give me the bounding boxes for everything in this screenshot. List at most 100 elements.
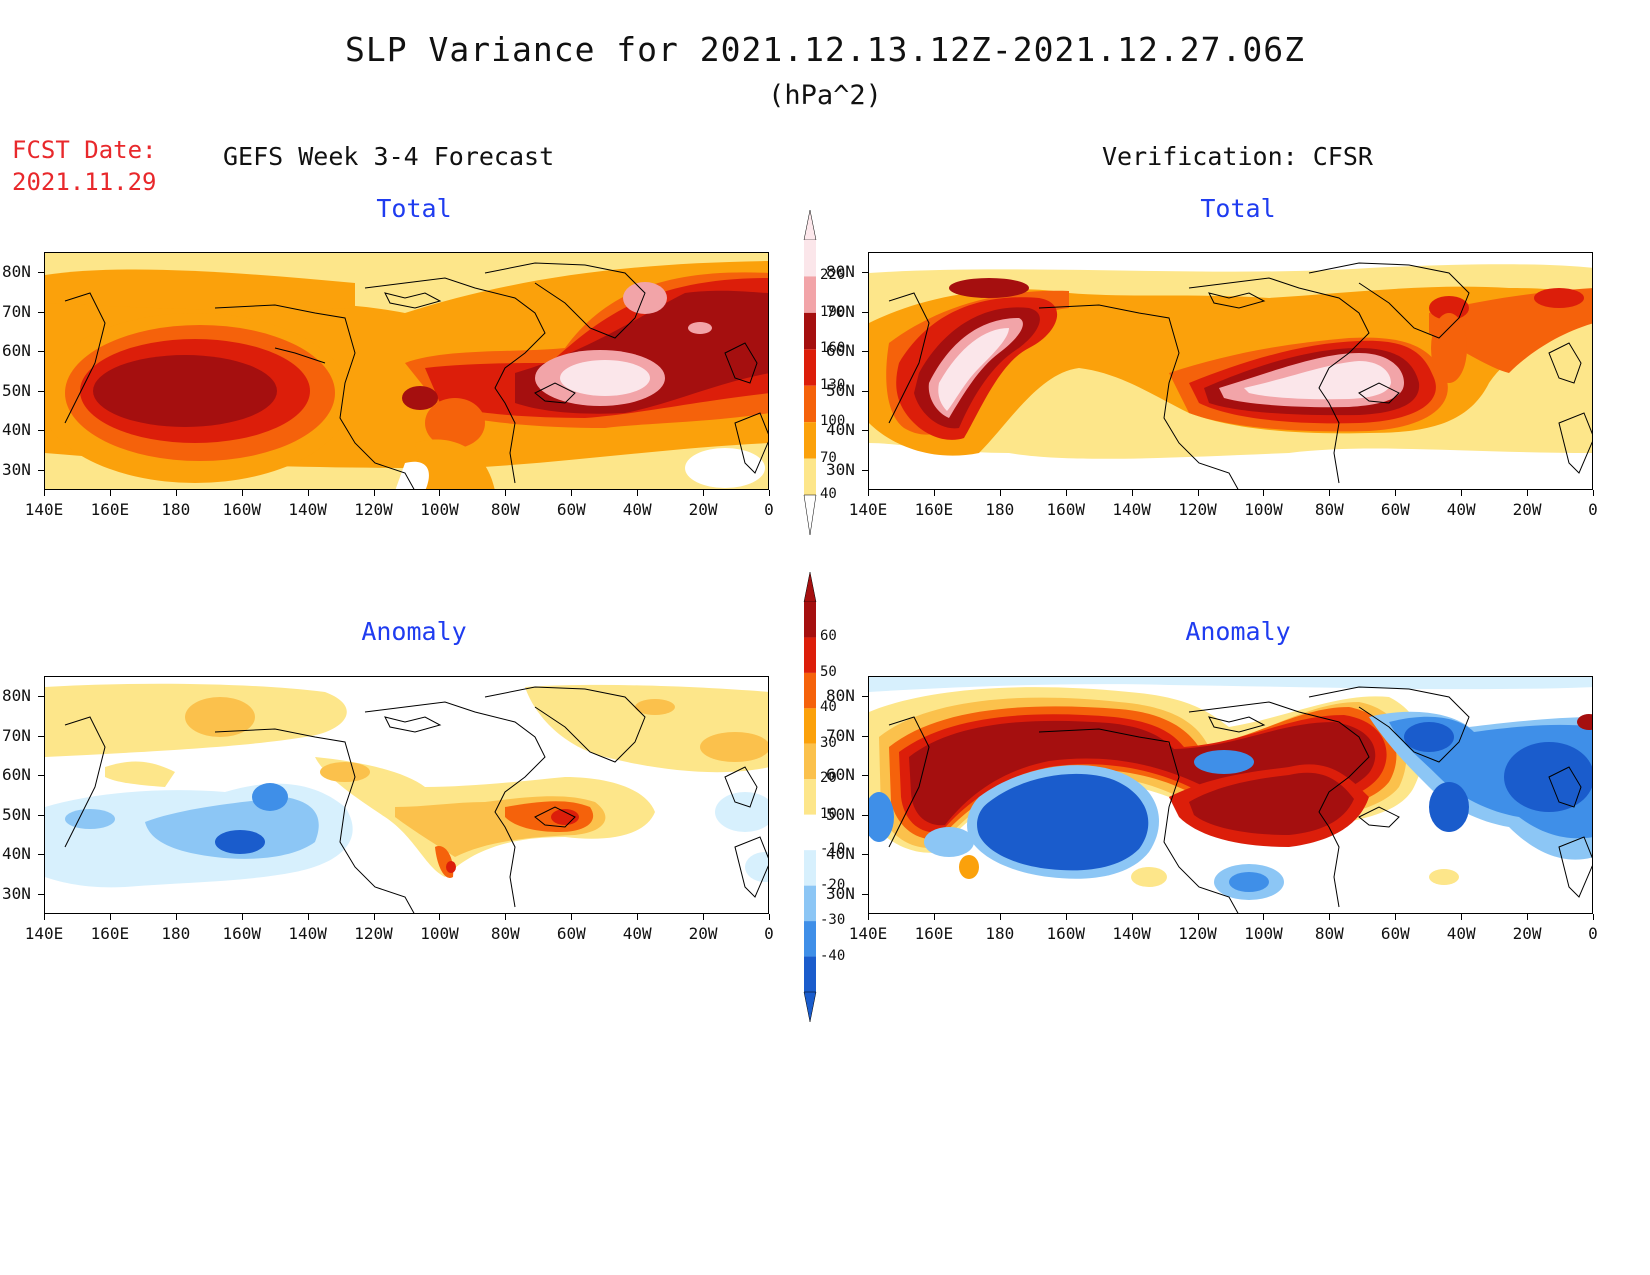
colorbar-tick-label: 130 <box>820 376 846 393</box>
longitude-tick <box>868 914 869 920</box>
latitude-tick-label: 70N <box>826 725 855 745</box>
latitude-tick <box>862 775 868 776</box>
longitude-tick-label: 0 <box>764 500 774 519</box>
latitude-tick <box>862 696 868 697</box>
longitude-tick-label: 140E <box>24 924 64 943</box>
latitude-tick <box>38 351 44 352</box>
longitude-tick <box>44 490 45 496</box>
latitude-tick-label: 50N <box>2 380 31 400</box>
longitude-tick-label: 120W <box>354 500 393 519</box>
latitude-tick-label: 40N <box>2 420 31 439</box>
longitude-tick-label: 180 <box>161 500 191 519</box>
longitude-tick <box>373 490 375 496</box>
colorbar-swatch <box>804 850 816 886</box>
latitude-tick-label: 50N <box>826 804 855 824</box>
longitude-tick <box>571 914 573 920</box>
latitude-tick <box>862 469 868 471</box>
longitude-tick <box>307 490 309 496</box>
longitude-tick <box>1065 490 1067 496</box>
latitude-tick <box>38 390 44 392</box>
latitude-tick <box>38 272 44 273</box>
longitude-tick <box>1395 914 1397 920</box>
colorbar-swatch <box>804 637 816 673</box>
longitude-tick-label: 40W <box>622 924 652 943</box>
longitude-tick <box>637 914 639 920</box>
anomaly-colorbar-graphic <box>803 572 817 1022</box>
colorbar-lower-extension <box>803 494 817 535</box>
longitude-tick <box>505 490 507 496</box>
latitude-tick <box>38 854 44 855</box>
colorbar-swatch <box>804 956 816 992</box>
longitude-tick <box>175 490 177 496</box>
longitude-tick <box>1527 490 1529 496</box>
longitude-tick <box>44 914 45 920</box>
latitude-tick <box>38 469 44 471</box>
colorbar-tick-label: 10 <box>820 805 837 822</box>
longitude-tick <box>1131 914 1133 920</box>
longitude-tick-label: 40W <box>1446 500 1476 519</box>
latitude-tick <box>862 430 868 431</box>
total-colorbar: 220 190 160 130 100 70 40 <box>800 210 860 535</box>
longitude-tick-label: 80W <box>1314 500 1344 519</box>
variance-shading <box>45 253 768 489</box>
longitude-tick <box>703 914 705 920</box>
latitude-tick <box>862 735 868 737</box>
colorbar-swatch <box>804 779 816 815</box>
longitude-tick-label: 80W <box>1314 924 1344 943</box>
longitude-tick-label: 160W <box>1046 924 1085 943</box>
longitude-tick-label: 140E <box>848 500 888 519</box>
longitude-tick <box>373 914 375 920</box>
longitude-tick <box>868 490 869 496</box>
colorbar-swatch <box>804 921 816 957</box>
longitude-tick-label: 160W <box>222 500 261 519</box>
longitude-tick-label: 40W <box>622 500 652 519</box>
latitude-tick-label: 70N <box>826 301 855 321</box>
longitude-tick-label: 160W <box>222 924 261 943</box>
longitude-tick-label: 140W <box>288 500 327 519</box>
colorbar-tick-label: 40 <box>820 699 837 716</box>
coastlines <box>64 262 768 489</box>
colorbar-tick-label: -30 <box>820 912 846 929</box>
latitude-tick-label: 80N <box>2 686 31 705</box>
longitude-tick-label: 0 <box>1588 500 1598 519</box>
colorbar-swatch <box>804 458 816 495</box>
colorbar-swatch <box>804 743 816 780</box>
longitude-tick-label: 160E <box>914 924 954 943</box>
longitude-tick <box>1593 490 1594 496</box>
longitude-tick <box>637 490 639 496</box>
colorbar-tick-label: 40 <box>820 486 837 502</box>
latitude-tick <box>862 272 868 273</box>
longitude-tick-label: 0 <box>764 924 774 943</box>
figure-units: (hPa^2) <box>768 80 882 111</box>
longitude-tick-label: 60W <box>556 500 586 519</box>
bottom-left-panel-title: Anomaly <box>361 617 467 646</box>
latitude-tick-label: 40N <box>2 844 31 863</box>
colorbar-swatch <box>804 385 816 423</box>
latitude-tick-label: 80N <box>826 686 855 705</box>
colorbar-swatch <box>804 276 816 313</box>
latitude-tick-label: 40N <box>826 844 855 863</box>
latitude-tick <box>38 311 44 313</box>
colorbar-tick-label: 70 <box>820 449 837 466</box>
latitude-tick-label: 60N <box>2 765 31 784</box>
forecast-total-map <box>44 252 769 490</box>
colorbar-swatch <box>804 349 816 386</box>
colorbar-swatch <box>804 602 816 638</box>
longitude-tick-label: 60W <box>556 924 586 943</box>
colorbar-swatch <box>804 240 816 277</box>
latitude-tick-label: 80N <box>2 262 31 281</box>
longitude-tick <box>1395 490 1397 496</box>
longitude-tick-label: 180 <box>161 924 191 943</box>
longitude-tick-label: 100W <box>1244 500 1283 519</box>
top-right-panel-title: Total <box>1200 194 1276 223</box>
longitude-tick-label: 20W <box>688 924 718 943</box>
forecast-date-value: 2021.11.29 <box>12 168 157 196</box>
colorbar-tick-label: 20 <box>820 770 837 787</box>
latitude-tick-label: 30N <box>826 883 855 903</box>
variance-shading <box>869 253 1592 489</box>
latitude-tick <box>38 775 44 776</box>
total-colorbar-graphic <box>803 210 817 535</box>
colorbar-swatch <box>804 708 816 744</box>
latitude-tick <box>862 311 868 313</box>
latitude-tick-label: 60N <box>2 341 31 360</box>
